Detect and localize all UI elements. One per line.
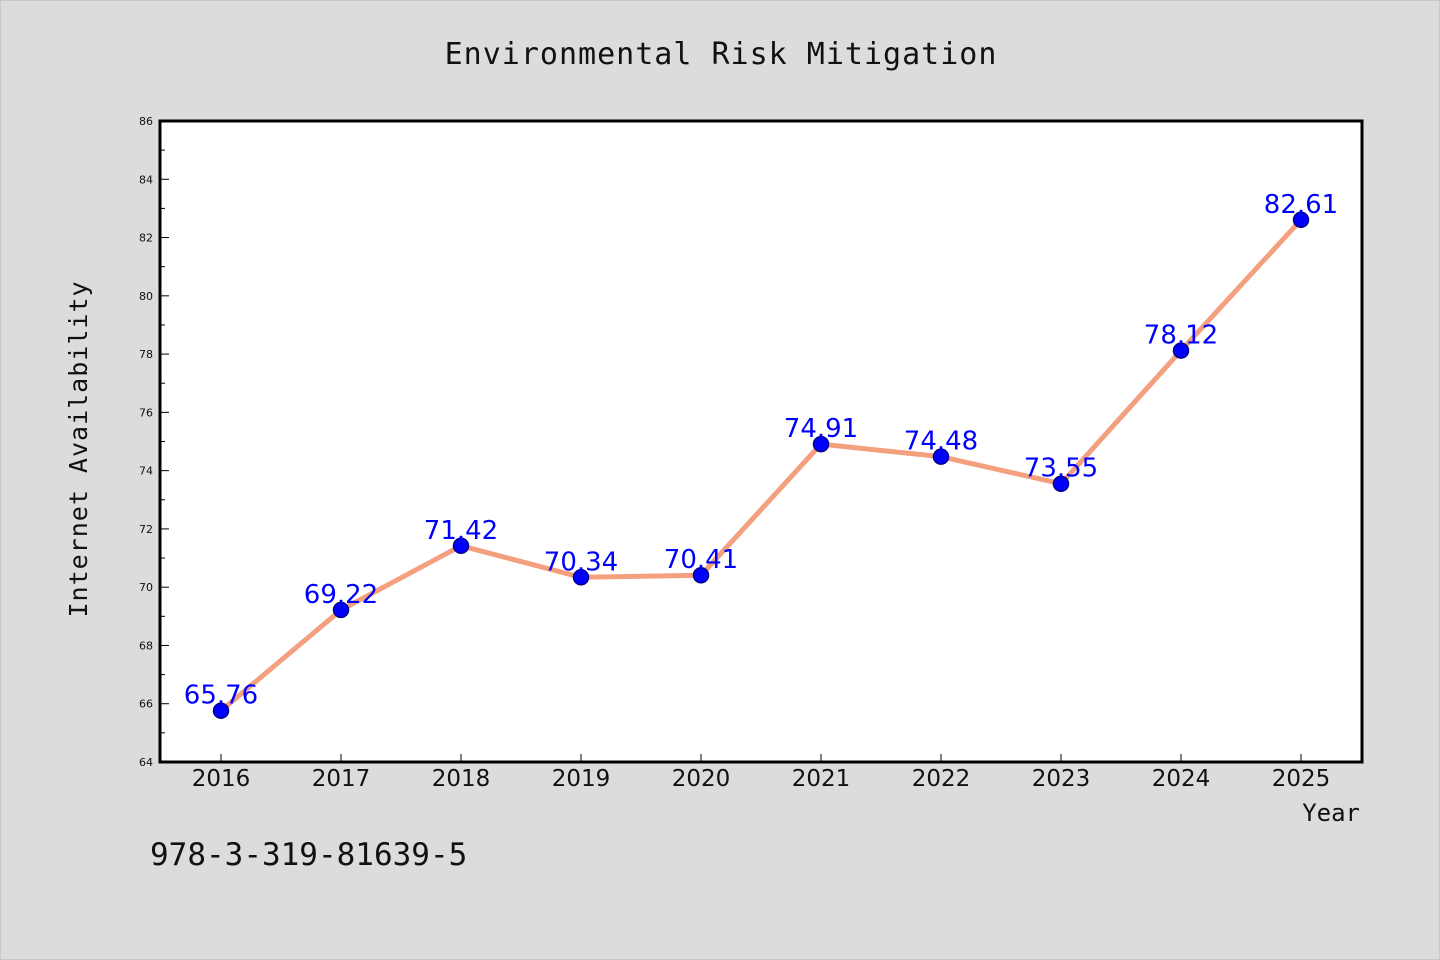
data-label: 70.41	[664, 545, 738, 575]
y-tick-label: 78	[139, 348, 153, 361]
y-tick-label: 64	[139, 756, 153, 769]
x-tick-label: 2016	[192, 766, 251, 792]
x-tick-label: 2023	[1032, 766, 1091, 792]
data-label: 65.76	[184, 681, 258, 711]
data-point	[332, 601, 350, 619]
data-point	[932, 448, 950, 465]
y-tick-label: 86	[139, 115, 153, 128]
data-point	[812, 435, 830, 453]
chart-title: Environmental Risk Mitigation	[445, 37, 998, 72]
data-point	[1052, 475, 1070, 492]
series-line	[218, 217, 1304, 714]
y-tick-label: 72	[139, 523, 153, 536]
data-point	[572, 569, 590, 586]
x-axis: 2016 2017 2018 2019 2020 2021 2022 2023 2024 2025	[192, 754, 1331, 792]
data-point	[212, 702, 230, 719]
data-label: 74.48	[904, 427, 978, 457]
data-point	[1172, 342, 1190, 359]
data-point	[1292, 211, 1310, 229]
x-tick-label: 2024	[1152, 766, 1211, 792]
y-tick-label: 68	[139, 639, 153, 652]
y-tick-label: 74	[139, 465, 153, 478]
x-tick-label: 2021	[792, 766, 851, 792]
plot-area	[158, 119, 1364, 764]
data-label: 78.12	[1144, 321, 1218, 351]
y-axis: 64 66 68 70 72 74 76 78 80 82 84 86	[139, 115, 169, 769]
y-tick-label: 84	[139, 173, 153, 186]
footer-code: 978-3-319-81639-5	[150, 837, 467, 873]
data-label: 73.55	[1024, 454, 1098, 484]
x-tick-label: 2020	[672, 766, 731, 792]
x-axis-label: Year	[1302, 799, 1360, 827]
data-label: 69.22	[304, 580, 378, 610]
data-label: 74.91	[784, 414, 858, 444]
x-tick-label: 2025	[1272, 766, 1331, 792]
data-label: 70.34	[544, 547, 618, 577]
data-point	[452, 537, 470, 555]
y-tick-label: 80	[139, 290, 153, 303]
x-tick-label: 2018	[432, 766, 491, 792]
x-tick-label: 2022	[912, 766, 971, 792]
data-point	[692, 566, 710, 584]
data-label: 82.61	[1264, 190, 1338, 220]
y-axis-label: Internet Availability	[64, 280, 93, 617]
data-label: 71.42	[424, 516, 498, 546]
series-group: 65.76 69.22 71.42 70.34 70.41 74.91 74.48 73.55…	[184, 190, 1338, 719]
y-tick-label: 82	[139, 232, 153, 245]
x-tick-label: 2019	[552, 766, 611, 792]
y-tick-label: 76	[139, 406, 153, 419]
x-tick-label: 2017	[312, 766, 371, 792]
y-tick-label: 70	[139, 581, 153, 594]
y-tick-label: 66	[139, 698, 153, 711]
